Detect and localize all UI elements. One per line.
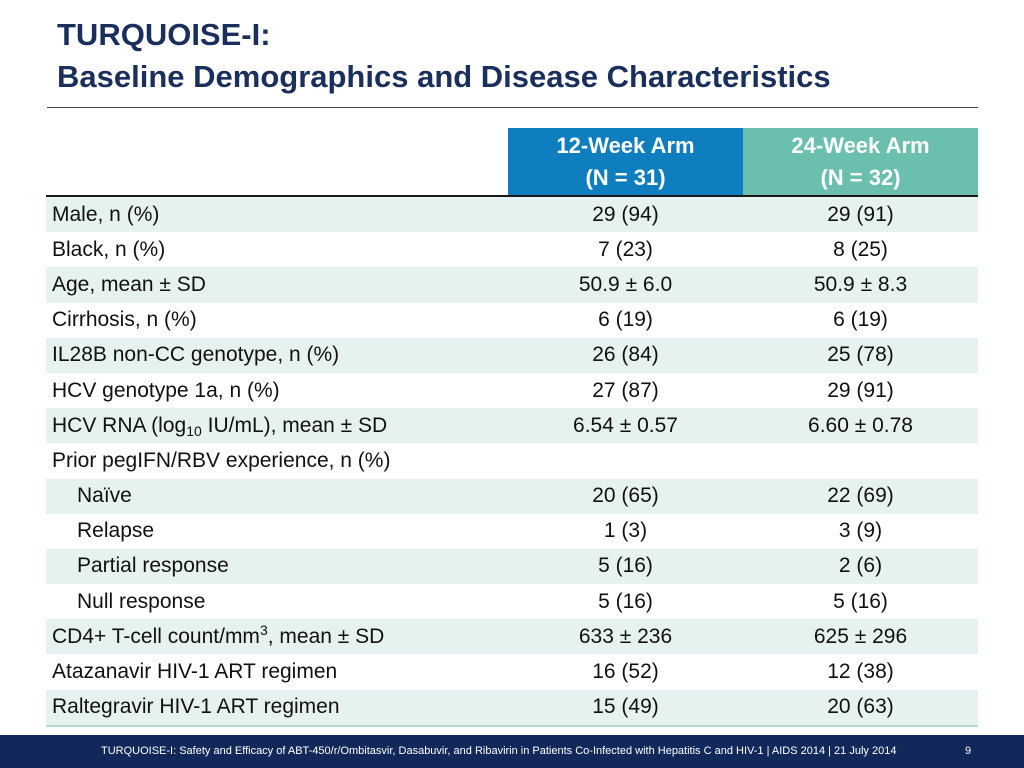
table-row: Null response 5 (16) 5 (16) xyxy=(46,584,978,620)
value-24-week: 6 (19) xyxy=(743,302,978,338)
value-24-week: 25 (78) xyxy=(743,337,978,373)
row-label: Null response xyxy=(46,584,508,620)
value-12-week: 27 (87) xyxy=(508,372,743,409)
value-12-week xyxy=(508,443,743,479)
value-12-week: 633 ± 236 xyxy=(508,619,743,655)
value-24-week: 6.60 ± 0.78 xyxy=(743,408,978,444)
row-label: Black, n (%) xyxy=(46,232,508,268)
row-label: Cirrhosis, n (%) xyxy=(46,302,508,338)
row-label-text-end: IU/mL), mean ± SD xyxy=(201,413,388,437)
row-label: Atazanavir HIV-1 ART regimen xyxy=(46,654,508,690)
row-label: Relapse xyxy=(46,513,508,549)
row-label-text: CD4+ T-cell count/mm xyxy=(52,624,260,648)
row-label-text: HCV RNA (log xyxy=(52,413,187,437)
table-row: Atazanavir HIV-1 ART regimen 16 (52) 12 … xyxy=(46,654,978,690)
row-label-superscript: 3 xyxy=(259,621,268,638)
value-12-week: 20 (65) xyxy=(508,478,743,514)
row-label: Naïve xyxy=(46,478,508,514)
header-24-week-arm: 24-Week Arm (N = 32) xyxy=(743,128,978,196)
value-12-week: 26 (84) xyxy=(508,337,743,373)
value-12-week: 15 (49) xyxy=(508,689,743,727)
table-row: Relapse 1 (3) 3 (9) xyxy=(46,513,978,549)
value-12-week: 6 (19) xyxy=(508,302,743,338)
row-label: HCV genotype 1a, n (%) xyxy=(46,372,508,409)
footer-citation: TURQUOISE-I: Safety and Efficacy of ABT-… xyxy=(101,745,897,757)
title-divider xyxy=(47,107,978,108)
table-row: Cirrhosis, n (%) 6 (19) 6 (19) xyxy=(46,302,978,338)
row-label: Partial response xyxy=(46,548,508,585)
row-label: Male, n (%) xyxy=(46,196,508,233)
header-blank-cell xyxy=(46,128,508,196)
row-label: Age, mean ± SD xyxy=(46,267,508,303)
row-label-subscript: 10 xyxy=(186,422,202,439)
row-label: CD4+ T-cell count/mm3, mean ± SD xyxy=(46,619,508,655)
value-24-week: 3 (9) xyxy=(743,513,978,549)
slide-title: TURQUOISE-I: Baseline Demographics and D… xyxy=(57,14,831,98)
table-row: HCV genotype 1a, n (%) 27 (87) 29 (91) xyxy=(46,372,978,409)
value-24-week: 12 (38) xyxy=(743,654,978,690)
title-line-1: TURQUOISE-I: xyxy=(57,17,271,52)
value-12-week: 5 (16) xyxy=(508,548,743,585)
value-24-week xyxy=(743,443,978,479)
table-row: HCV RNA (log10 IU/mL), mean ± SD 6.54 ± … xyxy=(46,408,978,444)
header-24-week-arm-name: 24-Week Arm xyxy=(791,132,930,158)
row-label: IL28B non-CC genotype, n (%) xyxy=(46,337,508,373)
row-label: Raltegravir HIV-1 ART regimen xyxy=(46,689,508,727)
table-row: Raltegravir HIV-1 ART regimen 15 (49) 20… xyxy=(46,689,978,727)
table-row: IL28B non-CC genotype, n (%) 26 (84) 25 … xyxy=(46,337,978,373)
value-24-week: 20 (63) xyxy=(743,689,978,727)
table-row: Naïve 20 (65) 22 (69) xyxy=(46,478,978,514)
value-12-week: 6.54 ± 0.57 xyxy=(508,408,743,444)
baseline-characteristics-table: 12-Week Arm (N = 31) 24-Week Arm (N = 32… xyxy=(46,128,978,727)
table-row: Prior pegIFN/RBV experience, n (%) xyxy=(46,443,978,479)
value-12-week: 5 (16) xyxy=(508,584,743,620)
value-24-week: 50.9 ± 8.3 xyxy=(743,267,978,303)
table-row: Age, mean ± SD 50.9 ± 6.0 50.9 ± 8.3 xyxy=(46,267,978,303)
value-12-week: 50.9 ± 6.0 xyxy=(508,267,743,303)
table-row: Black, n (%) 7 (23) 8 (25) xyxy=(46,232,978,268)
page-number: 9 xyxy=(965,745,972,757)
header-12-week-arm-name: 12-Week Arm xyxy=(556,132,695,158)
table-row: CD4+ T-cell count/mm3, mean ± SD 633 ± 2… xyxy=(46,619,978,655)
header-12-week-arm: 12-Week Arm (N = 31) xyxy=(508,128,743,196)
table-header-row: 12-Week Arm (N = 31) 24-Week Arm (N = 32… xyxy=(46,128,978,196)
value-12-week: 7 (23) xyxy=(508,232,743,268)
value-24-week: 29 (91) xyxy=(743,372,978,409)
row-label-text-end: , mean ± SD xyxy=(267,624,385,648)
value-24-week: 29 (91) xyxy=(743,196,978,233)
value-24-week: 8 (25) xyxy=(743,232,978,268)
footer-bar: TURQUOISE-I: Safety and Efficacy of ABT-… xyxy=(0,735,1024,768)
value-24-week: 22 (69) xyxy=(743,478,978,514)
value-24-week: 2 (6) xyxy=(743,548,978,585)
table-row: Partial response 5 (16) 2 (6) xyxy=(46,548,978,585)
header-24-week-arm-n: (N = 32) xyxy=(820,164,901,190)
title-line-2: Baseline Demographics and Disease Charac… xyxy=(57,59,831,94)
value-12-week: 16 (52) xyxy=(508,654,743,690)
value-24-week: 625 ± 296 xyxy=(743,619,978,655)
value-24-week: 5 (16) xyxy=(743,584,978,620)
row-label: HCV RNA (log10 IU/mL), mean ± SD xyxy=(46,408,508,444)
row-label: Prior pegIFN/RBV experience, n (%) xyxy=(46,443,508,479)
header-12-week-arm-n: (N = 31) xyxy=(585,164,666,190)
value-12-week: 1 (3) xyxy=(508,513,743,549)
table-row: Male, n (%) 29 (94) 29 (91) xyxy=(46,196,978,233)
value-12-week: 29 (94) xyxy=(508,196,743,233)
